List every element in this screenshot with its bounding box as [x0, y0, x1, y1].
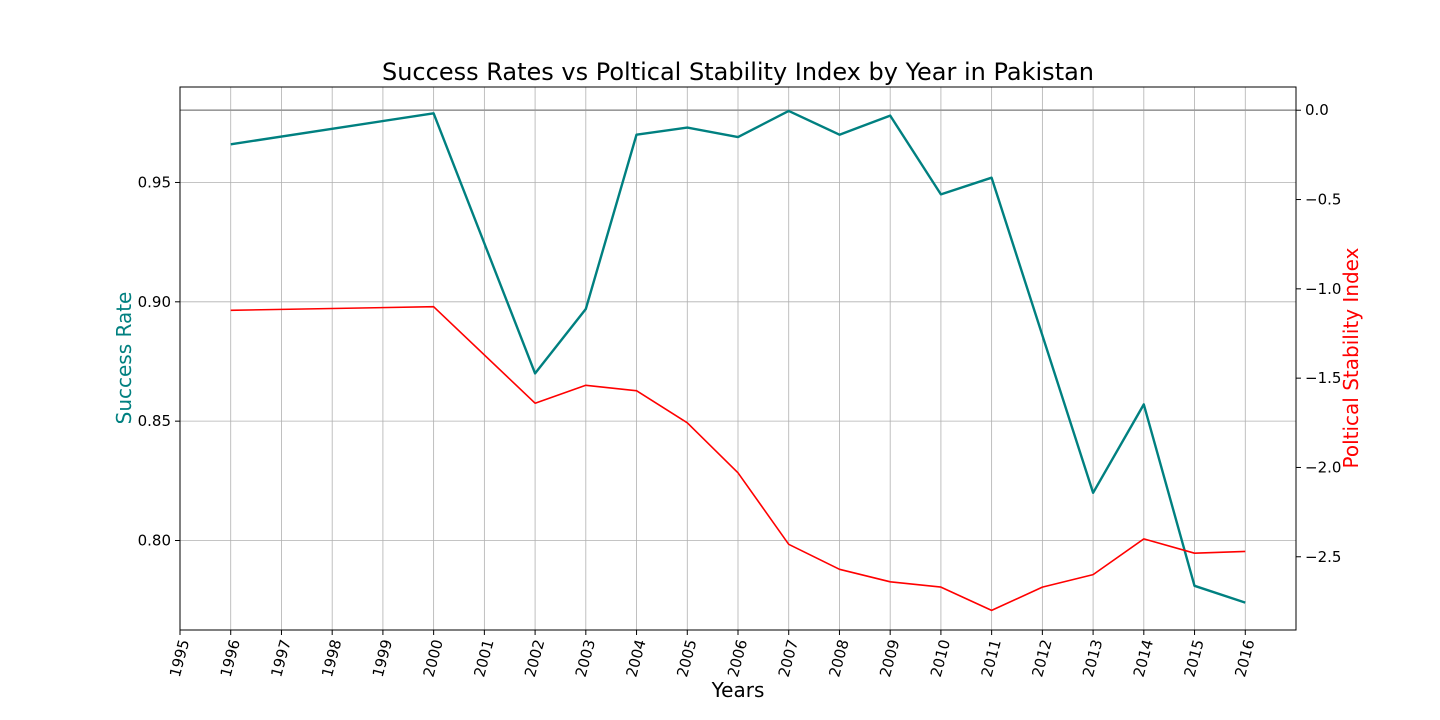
x-tick-label: 2001 [470, 638, 497, 680]
y-right-tick-label: −2.5 [1305, 548, 1341, 566]
x-tick-label: 2011 [978, 638, 1005, 680]
y-left-tick-label: 0.85 [138, 412, 171, 430]
x-tick-label: 2014 [1130, 638, 1157, 680]
x-tick-label: 2006 [724, 638, 751, 680]
x-tick-label: 2005 [673, 638, 700, 680]
x-tick-label: 1997 [267, 638, 294, 680]
x-tick-label: 1999 [369, 638, 396, 680]
y-right-tick-label: −0.5 [1305, 191, 1341, 209]
x-tick-label: 2016 [1231, 638, 1258, 680]
x-tick-label: 2012 [1028, 638, 1055, 680]
y-left-tick-label: 0.80 [138, 531, 171, 549]
y-left-tick-label: 0.95 [138, 173, 171, 191]
x-tick-label: 2010 [927, 638, 954, 680]
x-tick-label: 2007 [775, 638, 802, 680]
series-line-political-stability [230, 305, 1246, 612]
y-axis-left-title: Success Rate [112, 292, 136, 425]
x-axis-title: Years [711, 678, 765, 702]
x-tick-label: 2003 [572, 638, 599, 680]
x-tick-label: 1995 [166, 638, 193, 680]
series-line-success-rate [230, 109, 1246, 604]
y-axis-right-title: Poltical Stability Index [1339, 247, 1363, 468]
series-layer [230, 109, 1246, 612]
x-tick-label: 2000 [420, 638, 447, 680]
x-tick-label: 1996 [217, 638, 244, 680]
tick-layer: 1995 1996 1997 1998 1999 2000 2001 2002 2003 2004… [138, 101, 1342, 679]
y-right-tick-label: −1.0 [1305, 280, 1341, 298]
x-tick-label: 2013 [1079, 638, 1106, 680]
y-right-tick-label: −2.0 [1305, 458, 1341, 476]
x-tick-label: 2009 [876, 638, 903, 680]
grid-layer [179, 87, 1296, 630]
y-left-tick-label: 0.90 [138, 293, 171, 311]
y-right-tick-label: 0.0 [1305, 101, 1329, 119]
x-tick-label: 1998 [318, 638, 345, 680]
x-tick-label: 2002 [521, 638, 548, 680]
x-tick-label: 2008 [825, 638, 852, 680]
x-tick-label: 2015 [1180, 638, 1207, 680]
chart-title: Success Rates vs Poltical Stability Inde… [382, 58, 1094, 86]
y-right-tick-label: −1.5 [1305, 369, 1341, 387]
x-tick-label: 2004 [622, 638, 649, 680]
